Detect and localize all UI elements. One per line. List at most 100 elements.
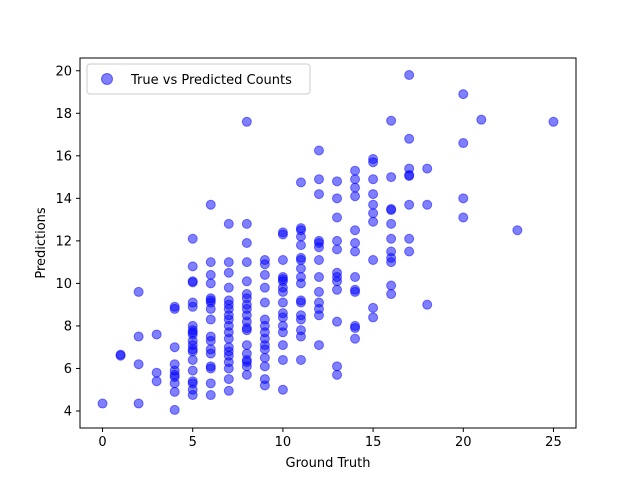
data-point [368,302,379,313]
x-tick-label: 10 [275,435,292,450]
data-point [404,246,415,257]
data-point [386,205,397,216]
data-point [169,378,180,389]
data-point [295,354,306,365]
data-point [241,340,252,351]
data-point [350,165,361,176]
data-point [350,246,361,257]
data-point [223,257,234,268]
data-point [350,272,361,283]
data-point [187,346,198,357]
data-point [205,378,216,389]
data-point [295,255,306,266]
x-tick-label: 5 [189,435,197,450]
data-point [404,233,415,244]
data-point [277,229,288,240]
y-tick-label: 20 [55,64,72,79]
data-point [404,70,415,81]
data-point [133,398,144,409]
data-point [476,114,487,125]
data-point [368,174,379,185]
data-point [205,269,216,280]
data-point [295,331,306,342]
data-point [133,359,144,370]
data-point [332,361,343,372]
data-point [241,276,252,287]
y-tick-label: 12 [55,234,72,249]
data-point [259,380,270,391]
data-point [332,316,343,327]
data-point [205,335,216,346]
data-point [169,342,180,353]
data-point [368,312,379,323]
data-point [313,242,324,253]
data-point [313,286,324,297]
data-point [313,189,324,200]
data-point [386,289,397,300]
data-point [332,212,343,223]
data-point [133,331,144,342]
data-point [223,333,234,344]
data-point [386,115,397,126]
data-point [313,255,324,266]
data-point [386,257,397,268]
data-point [223,218,234,229]
data-point [151,376,162,387]
data-point [169,404,180,415]
data-point [404,199,415,210]
data-point [205,199,216,210]
data-point [97,398,108,409]
data-point [223,374,234,385]
data-point [350,333,361,344]
data-point [187,277,198,288]
data-point [241,361,252,372]
data-points [97,70,559,415]
legend-label: True vs Predicted Counts [130,73,292,88]
x-tick-label: 0 [98,435,106,450]
data-point [223,267,234,278]
plot-area [80,58,576,428]
data-point [295,278,306,289]
data-point [313,272,324,283]
data-point [205,348,216,359]
data-point [332,369,343,380]
data-point [277,340,288,351]
data-point [259,344,270,355]
data-point [241,325,252,336]
y-tick-label: 10 [55,277,72,292]
data-point [332,244,343,255]
data-point [350,182,361,193]
data-point [386,280,397,291]
plot-frame [79,57,577,429]
data-point [205,278,216,289]
data-point [205,390,216,401]
y-tick-label: 8 [64,319,72,334]
y-axis-label: Predictions [34,207,49,279]
data-point [259,269,270,280]
data-point [458,89,469,100]
data-point [458,138,469,149]
x-axis-ticks: 0 5 10 15 20 25 [98,428,562,450]
data-point [205,257,216,268]
y-axis-ticks: 4 6 8 10 12 14 16 18 20 [55,64,80,419]
data-point [295,263,306,274]
data-point [350,225,361,236]
data-point [548,116,559,127]
legend: True vs Predicted Counts [86,63,311,95]
data-point [151,367,162,378]
data-point [259,297,270,308]
data-point [350,174,361,185]
data-point [313,310,324,321]
data-point [295,240,306,251]
data-point [350,286,361,297]
y-tick-label: 4 [64,404,72,419]
data-point [241,116,252,127]
data-point [259,361,270,372]
y-tick-label: 16 [55,149,72,164]
data-point [458,212,469,223]
data-point [241,238,252,248]
data-point [151,329,162,340]
data-point [332,193,343,204]
data-point [350,238,361,248]
x-tick-label: 25 [545,435,562,450]
